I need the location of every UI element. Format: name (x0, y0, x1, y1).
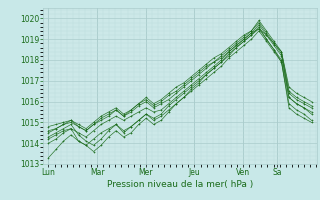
X-axis label: Pression niveau de la mer( hPa ): Pression niveau de la mer( hPa ) (107, 180, 253, 189)
